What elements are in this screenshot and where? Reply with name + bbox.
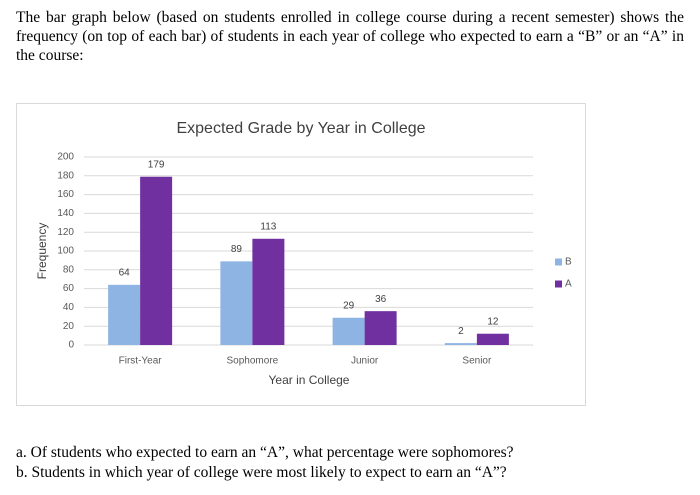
legend-swatch: [555, 258, 562, 266]
bar: [444, 343, 477, 345]
data-label: 36: [375, 294, 387, 305]
bar: [476, 333, 509, 345]
y-tick-label: 100: [57, 246, 74, 257]
x-axis-title: Year in College: [269, 373, 350, 387]
bar: [140, 176, 173, 345]
y-tick-label: 200: [57, 152, 74, 163]
y-tick-label: 20: [63, 321, 75, 332]
x-tick-label: Sophomore: [227, 356, 279, 367]
y-tick-label: 60: [63, 283, 75, 294]
legend-label: B: [565, 257, 572, 268]
y-tick-label: 40: [63, 302, 75, 313]
bar: [220, 261, 253, 345]
legend-swatch: [555, 280, 562, 288]
data-label: 113: [260, 221, 276, 232]
data-label: 12: [487, 316, 499, 327]
y-tick-label: 160: [57, 189, 74, 200]
x-tick-label: First-Year: [119, 356, 163, 367]
x-tick-label: Junior: [351, 356, 379, 367]
intro-text: The bar graph below (based on students e…: [16, 9, 684, 64]
bar: [332, 317, 365, 345]
legend-label: A: [565, 279, 572, 290]
x-tick-label: Senior: [462, 356, 492, 367]
question: a. Of students who expected to earn an “…: [16, 444, 514, 461]
y-tick-label: 140: [57, 208, 74, 219]
data-label: 179: [148, 159, 165, 170]
y-tick-label: 180: [57, 170, 74, 181]
data-label: 64: [119, 267, 131, 278]
y-tick-label: 120: [57, 227, 74, 238]
y-tick-label: 80: [63, 264, 75, 275]
bar: [252, 238, 285, 345]
chart: Expected Grade by Year in College Year i…: [16, 103, 586, 406]
y-tick-label: 0: [68, 340, 74, 351]
bar: [108, 284, 141, 345]
data-label: 29: [343, 300, 355, 311]
bar: [364, 311, 397, 345]
question: b. Students in which year of college wer…: [16, 464, 507, 481]
data-label: 89: [231, 244, 243, 255]
chart-title: Expected Grade by Year in College: [176, 120, 425, 137]
data-label: 2: [458, 326, 464, 337]
y-axis-title: Frequency: [35, 223, 49, 280]
